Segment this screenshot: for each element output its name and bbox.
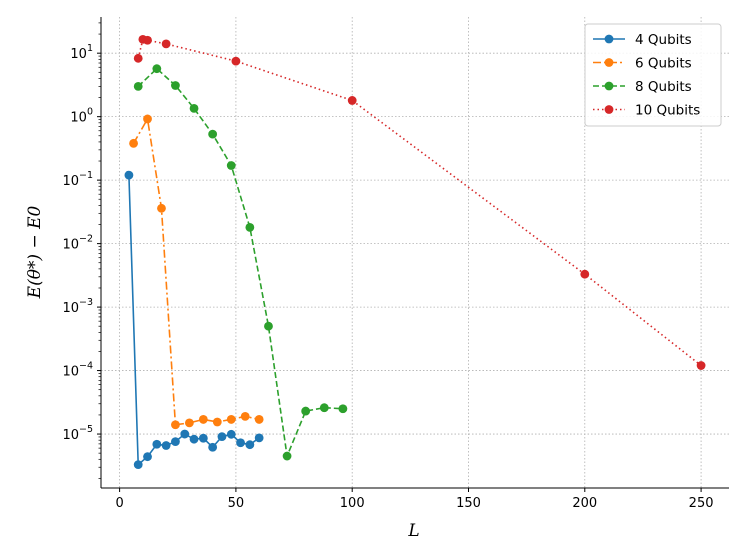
series-1 <box>124 170 264 470</box>
data-point <box>133 53 143 63</box>
y-tick-label: 100 <box>70 107 93 126</box>
y-tick-label: 10−4 <box>62 361 93 380</box>
series-4 <box>133 34 706 370</box>
y-tick-label: 101 <box>70 43 93 62</box>
data-point <box>189 103 199 113</box>
x-tick-label: 100 <box>340 496 365 511</box>
data-point <box>152 439 162 449</box>
data-point <box>143 114 152 124</box>
data-point <box>189 434 199 444</box>
series-2 <box>129 114 264 430</box>
data-point <box>347 96 357 105</box>
data-point <box>198 433 208 443</box>
y-tick-label: 10−2 <box>62 234 93 253</box>
data-point <box>171 420 180 430</box>
data-point <box>580 269 590 279</box>
data-point <box>161 39 171 49</box>
data-point <box>198 415 208 424</box>
data-point <box>226 415 236 424</box>
data-point <box>133 460 143 470</box>
data-point <box>226 429 236 439</box>
legend-label: 6 Qubits <box>635 56 692 72</box>
data-point <box>217 432 227 442</box>
data-point <box>184 418 194 428</box>
series-layer <box>124 34 706 470</box>
data-point <box>180 429 190 439</box>
data-point <box>245 223 255 232</box>
y-tick-label: 10−3 <box>62 297 93 316</box>
x-tick-label: 150 <box>456 496 481 511</box>
legend-label: 10 Qubits <box>635 103 700 119</box>
x-tick-label: 50 <box>228 496 245 511</box>
legend-label: 8 Qubits <box>635 79 692 95</box>
legend-marker <box>604 105 614 114</box>
data-point <box>133 81 143 91</box>
data-point <box>161 441 171 450</box>
data-point <box>129 138 138 148</box>
legend-label: 4 Qubits <box>635 32 692 48</box>
data-point <box>236 438 245 448</box>
series-line <box>137 67 343 460</box>
x-axis-label: L <box>407 521 419 541</box>
data-point <box>157 203 166 213</box>
legend-marker <box>604 58 614 67</box>
data-point <box>171 437 180 447</box>
series-line <box>132 116 260 426</box>
axes-layer: 0 50 100 150 200 250 101 100 10−1 10−2 10−3 10−4 10−… <box>62 17 729 511</box>
y-tick-label: 10−1 <box>62 170 93 189</box>
data-point <box>208 129 218 139</box>
legend-frame <box>584 23 722 127</box>
data-point <box>696 361 706 370</box>
y-tick-label: 10−5 <box>62 424 93 443</box>
data-point <box>240 411 250 421</box>
data-point <box>143 452 152 462</box>
data-point <box>338 404 348 414</box>
series-3 <box>133 64 348 461</box>
data-point <box>301 406 311 416</box>
data-point <box>254 415 264 424</box>
data-point <box>245 440 255 450</box>
x-tick-label: 200 <box>572 496 597 511</box>
data-point <box>208 442 218 452</box>
data-point <box>212 417 222 427</box>
data-point <box>152 64 162 74</box>
data-point <box>124 170 134 180</box>
data-point <box>231 56 241 66</box>
data-point <box>254 433 264 443</box>
data-point <box>171 81 180 90</box>
legend-marker <box>604 81 614 91</box>
data-point <box>226 161 236 170</box>
x-tick-label: 0 <box>115 496 123 511</box>
y-axis-label: E(θ*) − E0 <box>25 205 45 299</box>
data-point <box>264 321 273 331</box>
legend: 4 Qubits 6 Qubits 8 Qubits 10 Qubits <box>584 23 722 127</box>
x-tick-label: 250 <box>689 496 714 511</box>
data-point <box>282 451 292 461</box>
data-point <box>143 35 152 45</box>
data-point <box>319 403 329 413</box>
legend-marker <box>604 34 614 44</box>
